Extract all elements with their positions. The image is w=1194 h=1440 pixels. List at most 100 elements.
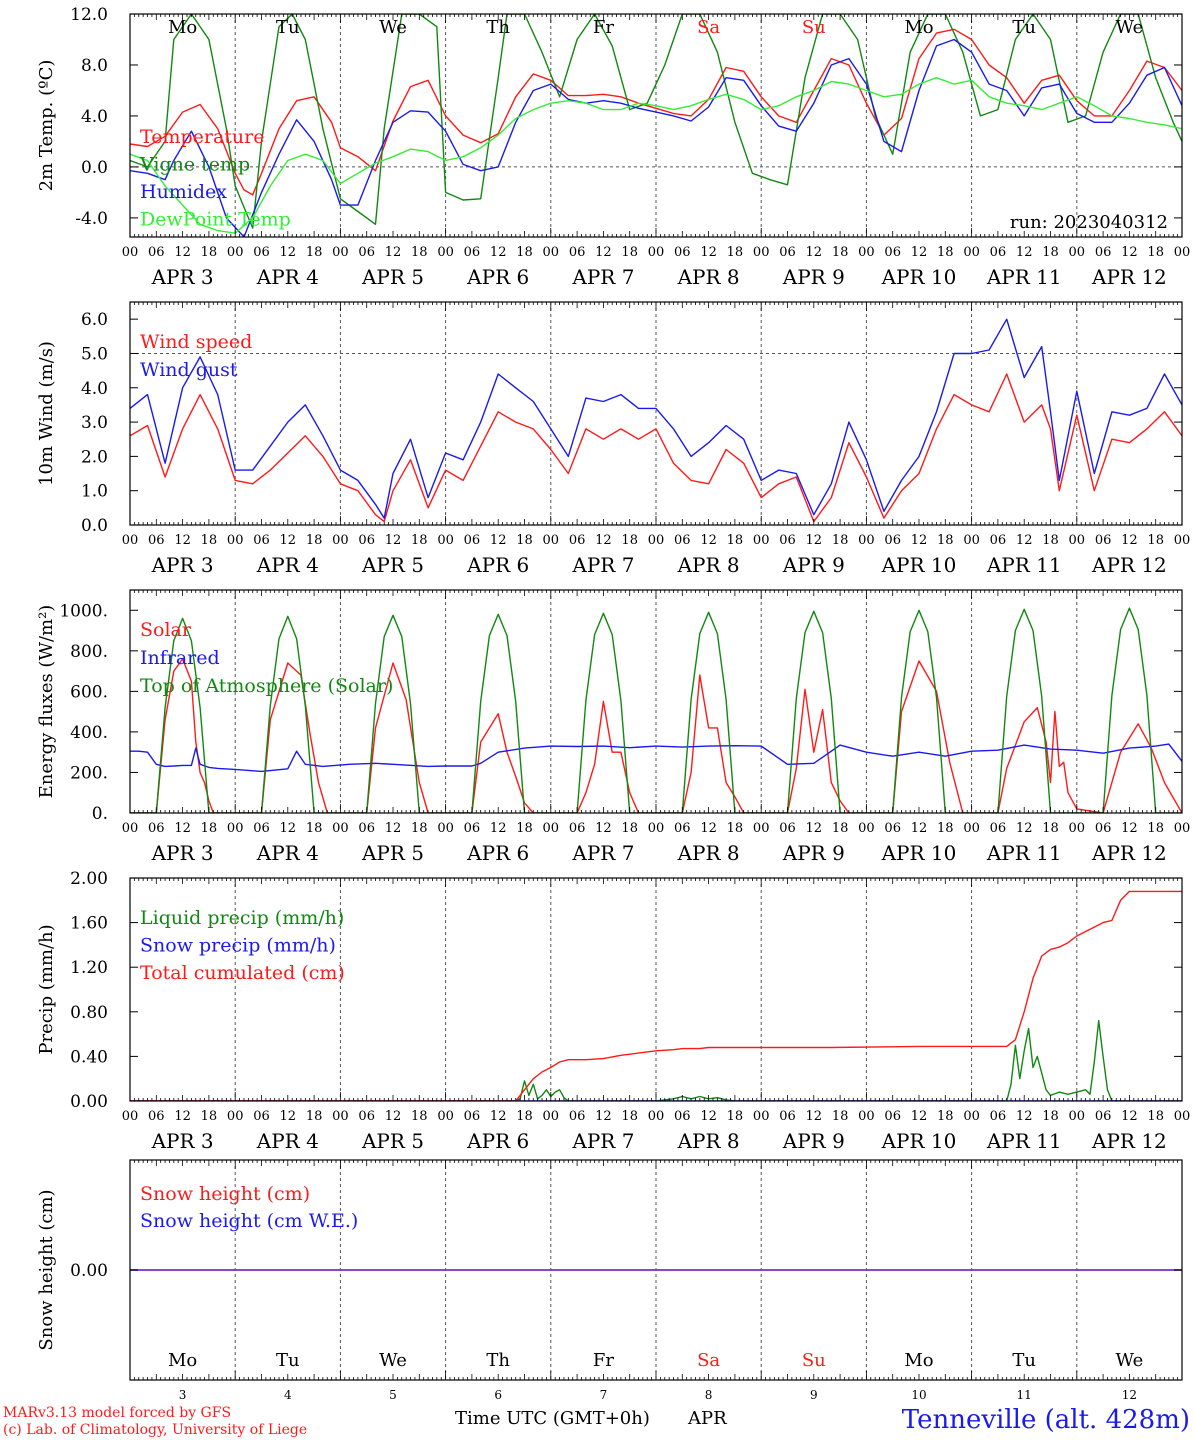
hour-tick-label: 12 (806, 1109, 823, 1124)
hour-tick-label: 12 (385, 245, 402, 260)
hour-tick-label: 00 (858, 1109, 875, 1124)
hour-tick-label: 18 (411, 245, 428, 260)
day-number: 9 (810, 1388, 818, 1402)
hour-tick-label: 00 (753, 1109, 770, 1124)
hour-tick-label: 12 (595, 821, 612, 836)
hour-tick-label: 00 (1174, 245, 1191, 260)
y-tick-label: 4.0 (81, 107, 108, 127)
hour-tick-label: 00 (543, 245, 560, 260)
hour-tick-label: 12 (700, 821, 717, 836)
hour-tick-label: 18 (201, 245, 218, 260)
legend-entry: Snow height (cm) (140, 1183, 310, 1205)
hour-tick-label: 12 (174, 533, 191, 548)
y-axis-label: Snow height (cm) (36, 1189, 57, 1350)
date-label: APR 12 (1091, 553, 1167, 577)
date-label: APR 3 (151, 1129, 214, 1153)
hour-tick-label: 06 (569, 1109, 586, 1124)
day-name-top: We (1116, 17, 1144, 38)
day-name-bottom: We (379, 1350, 407, 1371)
hour-tick-label: 00 (648, 821, 665, 836)
date-label: APR 9 (782, 1129, 845, 1153)
footer-lab: (c) Lab. of Climatology, University of L… (3, 1422, 307, 1438)
hour-tick-label: 06 (569, 245, 586, 260)
y-tick-label: 1.0 (81, 482, 108, 502)
day-number: 8 (705, 1388, 713, 1402)
date-label: APR 7 (571, 553, 634, 577)
y-tick-label: 1.20 (70, 958, 108, 978)
day-number: 5 (389, 1388, 397, 1402)
day-name-top: Tu (1012, 17, 1036, 38)
plot-frame (129, 301, 1183, 526)
hour-tick-label: 00 (858, 821, 875, 836)
hour-tick-label: 06 (990, 533, 1007, 548)
hour-tick-label: 12 (490, 245, 507, 260)
date-label: APR 8 (677, 553, 740, 577)
day-name-bottom: Fr (593, 1350, 614, 1371)
hour-tick-label: 18 (727, 1109, 744, 1124)
hour-tick-label: 00 (122, 1109, 139, 1124)
hour-tick-label: 12 (1016, 533, 1033, 548)
date-label: APR 11 (986, 553, 1062, 577)
hour-tick-label: 12 (280, 533, 297, 548)
hour-tick-label: 06 (884, 533, 901, 548)
series-line-solar (130, 658, 1182, 813)
date-label: APR 8 (677, 265, 740, 289)
day-name-top: Th (486, 17, 510, 38)
y-tick-label: 0.00 (70, 1092, 108, 1112)
hour-tick-label: 00 (963, 533, 980, 548)
hour-tick-label: 18 (832, 245, 849, 260)
hour-tick-label: 12 (1016, 245, 1033, 260)
hour-tick-label: 12 (174, 1109, 191, 1124)
hour-tick-label: 12 (595, 1109, 612, 1124)
hour-tick-label: 12 (1121, 533, 1138, 548)
series-group (130, 14, 1182, 237)
legend-entry: Total cumulated (cm) (140, 962, 345, 984)
hour-tick-label: 00 (753, 821, 770, 836)
series-line-infrared (130, 743, 1182, 773)
hour-tick-label: 06 (358, 821, 375, 836)
series-line-dewpoint-temp (130, 76, 1182, 234)
hour-tick-label: 12 (806, 821, 823, 836)
hour-tick-label: 06 (1095, 245, 1112, 260)
hour-tick-label: 18 (306, 245, 323, 260)
hour-tick-label: 06 (358, 533, 375, 548)
legend-entry: Infrared (140, 647, 220, 669)
hour-tick-label: 18 (1042, 1109, 1059, 1124)
day-name-top: Mo (904, 17, 933, 38)
hour-tick-label: 18 (727, 245, 744, 260)
hour-tick-label: 06 (674, 245, 691, 260)
hour-tick-label: 18 (621, 1109, 638, 1124)
hour-tick-label: 06 (884, 245, 901, 260)
legend-entry: Snow precip (mm/h) (140, 935, 336, 957)
series-group (130, 890, 1182, 1101)
day-name-bottom: Mo (904, 1350, 933, 1371)
date-label: APR 9 (782, 841, 845, 865)
hour-tick-label: 12 (700, 1109, 717, 1124)
plot-frame (129, 589, 1183, 814)
hour-tick-label: 00 (753, 245, 770, 260)
hour-tick-label: 12 (911, 245, 928, 260)
date-label: APR 6 (466, 265, 529, 289)
hour-tick-label: 12 (490, 533, 507, 548)
hour-tick-label: 06 (253, 821, 270, 836)
date-label: APR 5 (361, 1129, 424, 1153)
hour-tick-label: 18 (306, 533, 323, 548)
station-name: Tenneville (alt. 428m) (902, 1405, 1190, 1435)
date-label: APR 7 (571, 1129, 634, 1153)
hour-tick-label: 06 (464, 821, 481, 836)
day-name-bottom: We (1116, 1350, 1144, 1371)
hour-tick-label: 18 (516, 821, 533, 836)
hour-tick-label: 06 (148, 821, 165, 836)
hour-tick-label: 12 (700, 533, 717, 548)
hour-tick-label: 00 (648, 245, 665, 260)
hour-tick-label: 06 (358, 1109, 375, 1124)
day-name-top: Su (802, 17, 826, 38)
day-number: 11 (1017, 1388, 1032, 1402)
hour-tick-label: 12 (280, 1109, 297, 1124)
hour-tick-label: 06 (779, 533, 796, 548)
x-axis-title: Time UTC (GMT+0h) (455, 1408, 650, 1429)
date-label: APR 12 (1091, 265, 1167, 289)
hour-tick-label: 12 (174, 245, 191, 260)
hour-tick-label: 12 (1121, 821, 1138, 836)
